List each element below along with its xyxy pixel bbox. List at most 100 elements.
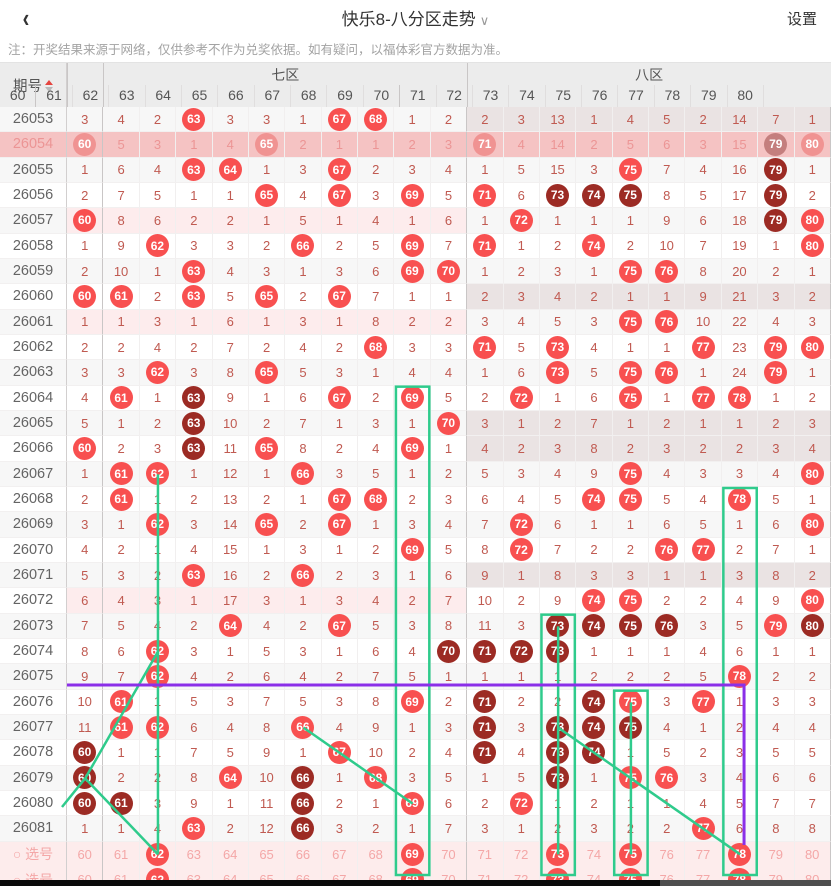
cell-pick-70[interactable]: 70 bbox=[430, 867, 468, 880]
cell-26067-73: 4 bbox=[539, 461, 577, 487]
cell-pick-64[interactable]: 64 bbox=[212, 841, 249, 867]
cell-pick-76[interactable]: 76 bbox=[649, 867, 686, 880]
scrollbar[interactable] bbox=[0, 880, 660, 886]
cell-pick-68[interactable]: 68 bbox=[358, 867, 395, 880]
cell-26080-67: 2 bbox=[321, 790, 358, 817]
cell-26058-68: 5 bbox=[358, 233, 395, 259]
cell-26067-65: 1 bbox=[248, 461, 286, 487]
settings-button[interactable]: 设置 bbox=[786, 11, 817, 28]
cell-pick-61[interactable]: 61 bbox=[103, 841, 140, 867]
cell-pick-71[interactable]: 71 bbox=[467, 841, 504, 867]
drawn-number-ball: 75 bbox=[618, 766, 642, 790]
cell-pick-73[interactable]: 73 bbox=[539, 867, 577, 880]
cell-26074-62: 62 bbox=[139, 638, 177, 665]
drawn-number-ball: 77 bbox=[691, 690, 715, 714]
cell-pick-78[interactable]: 78 bbox=[721, 867, 759, 880]
cell-pick-71[interactable]: 71 bbox=[467, 867, 504, 880]
cell-26061-60: 1 bbox=[67, 309, 104, 335]
cell-pick-72[interactable]: 72 bbox=[503, 841, 540, 867]
cell-26064-64: 9 bbox=[212, 385, 249, 411]
cell-26053-74: 1 bbox=[576, 107, 613, 133]
cell-pick-68[interactable]: 68 bbox=[358, 841, 395, 867]
cell-26055-76: 7 bbox=[649, 157, 686, 183]
period-sort-header[interactable]: 期号 bbox=[0, 63, 67, 108]
cell-26078-74: 74 bbox=[576, 740, 613, 766]
pick-row-label[interactable]: ○ 选号 bbox=[0, 867, 67, 880]
drawn-number-ball: 74 bbox=[582, 614, 606, 638]
cell-26062-64: 7 bbox=[212, 334, 249, 361]
cell-pick-60[interactable]: 60 bbox=[67, 867, 104, 880]
cell-pick-77[interactable]: 77 bbox=[685, 867, 722, 880]
cell-pick-62[interactable]: 62 bbox=[139, 841, 177, 867]
cell-26055-74: 3 bbox=[576, 157, 613, 183]
cell-pick-61[interactable]: 61 bbox=[103, 867, 140, 880]
cell-26059-74: 1 bbox=[576, 258, 613, 285]
cell-pick-66[interactable]: 66 bbox=[285, 867, 322, 880]
drawn-number-ball: 67 bbox=[327, 158, 351, 182]
cell-pick-77[interactable]: 77 bbox=[685, 841, 722, 867]
cell-pick-63[interactable]: 63 bbox=[176, 841, 213, 867]
cell-26064-63: 63 bbox=[176, 385, 213, 411]
cell-pick-67[interactable]: 67 bbox=[321, 867, 358, 880]
cell-26071-64: 16 bbox=[212, 562, 249, 589]
cell-pick-66[interactable]: 66 bbox=[285, 841, 322, 867]
cell-26060-74: 2 bbox=[576, 284, 613, 310]
cell-26076-72: 2 bbox=[503, 689, 540, 715]
table-row: 26076 10 61 1 5 3 7 5 3 8 69 2 71 2 2 74 75 3 77 1 3 3 bbox=[0, 689, 831, 715]
cell-26073-72: 3 bbox=[503, 613, 540, 639]
cell-26060-65: 65 bbox=[248, 284, 286, 310]
cell-pick-72[interactable]: 72 bbox=[503, 867, 540, 880]
cell-pick-63[interactable]: 63 bbox=[176, 867, 213, 880]
cell-26066-73: 3 bbox=[539, 436, 577, 462]
cell-26074-79: 1 bbox=[758, 638, 795, 665]
cell-26059-63: 63 bbox=[176, 258, 213, 285]
cell-pick-78[interactable]: 78 bbox=[721, 841, 759, 867]
cell-pick-70[interactable]: 70 bbox=[430, 841, 468, 867]
cell-pick-80[interactable]: 80 bbox=[794, 867, 831, 880]
cell-26061-61: 1 bbox=[103, 309, 140, 335]
cell-26055-80: 1 bbox=[794, 157, 831, 183]
cell-pick-62[interactable]: 62 bbox=[139, 867, 177, 880]
pick-row-label[interactable]: ○ 选号 bbox=[0, 841, 67, 867]
cell-pick-75[interactable]: 75 bbox=[612, 841, 649, 867]
cell-pick-67[interactable]: 67 bbox=[321, 841, 358, 867]
cell-pick-64[interactable]: 64 bbox=[212, 867, 249, 880]
drawn-number-ball: 74 bbox=[582, 234, 606, 258]
cell-pick-73[interactable]: 73 bbox=[539, 841, 577, 867]
cell-26058-62: 62 bbox=[139, 233, 177, 259]
cell-26064-79: 1 bbox=[758, 385, 795, 411]
cell-26077-79: 4 bbox=[758, 714, 795, 741]
cell-26074-67: 1 bbox=[321, 638, 358, 665]
cell-pick-65[interactable]: 65 bbox=[248, 841, 286, 867]
period-label: 26074 bbox=[0, 638, 67, 665]
cell-pick-76[interactable]: 76 bbox=[649, 841, 686, 867]
cell-pick-69[interactable]: 69 bbox=[394, 867, 431, 880]
drawn-number-ball: 75 bbox=[618, 462, 642, 486]
cell-26065-60: 5 bbox=[67, 410, 104, 437]
cell-26080-69: 69 bbox=[394, 790, 431, 817]
cell-pick-79[interactable]: 79 bbox=[758, 867, 795, 880]
cell-pick-69[interactable]: 69 bbox=[394, 841, 431, 867]
cell-26069-77: 5 bbox=[685, 512, 722, 538]
cell-26078-72: 4 bbox=[503, 740, 540, 766]
cell-26066-60: 60 bbox=[67, 436, 104, 462]
back-icon[interactable]: ‹ bbox=[22, 4, 30, 34]
cell-pick-79[interactable]: 79 bbox=[758, 841, 795, 867]
cell-pick-74[interactable]: 74 bbox=[576, 841, 613, 867]
table-row: 26075 9 7 62 4 2 6 4 2 7 5 1 1 1 1 2 2 2 5 78 2 2 bbox=[0, 664, 831, 690]
cell-26074-80: 1 bbox=[794, 638, 831, 665]
drawn-number-ball: 79 bbox=[764, 183, 788, 207]
cell-pick-80[interactable]: 80 bbox=[794, 841, 831, 867]
cell-pick-74[interactable]: 74 bbox=[576, 867, 613, 880]
cell-26076-66: 5 bbox=[285, 689, 322, 715]
cell-26081-76: 2 bbox=[649, 816, 686, 842]
period-label: 26072 bbox=[0, 588, 67, 614]
cell-26081-61: 1 bbox=[103, 816, 140, 842]
cell-pick-75[interactable]: 75 bbox=[612, 867, 649, 880]
cell-26078-80: 5 bbox=[794, 740, 831, 766]
cell-pick-65[interactable]: 65 bbox=[248, 867, 286, 880]
drawn-number-ball: 63 bbox=[182, 284, 206, 308]
page-title[interactable]: 快乐8-八分区走势 ∨ bbox=[0, 0, 831, 40]
drawn-number-ball: 61 bbox=[109, 284, 133, 308]
cell-pick-60[interactable]: 60 bbox=[67, 841, 104, 867]
